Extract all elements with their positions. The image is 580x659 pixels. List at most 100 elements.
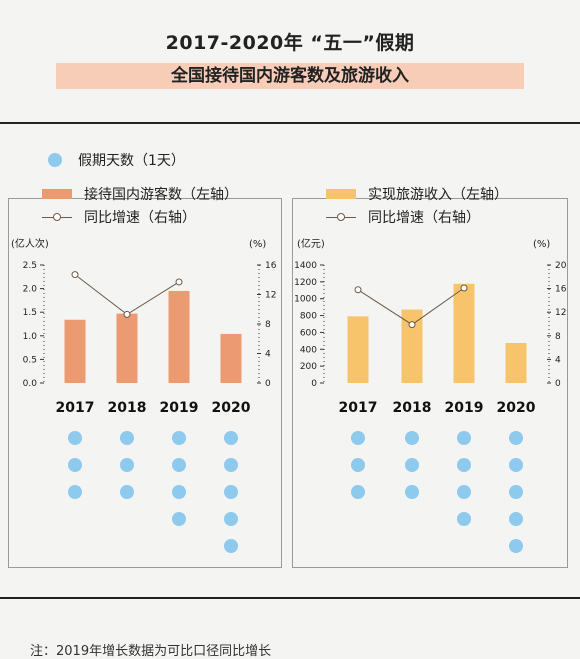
right-chart-left-tick-label: 1200 [294,278,317,288]
left-chart-right-tick-label: 16 [265,261,277,271]
right-chart-holiday-day-dot [405,458,419,472]
legend-right-line-swatch [326,212,356,222]
right-chart-right-tick-label: 12 [555,308,566,318]
right-chart-right-axis-label: (%) [533,239,550,250]
legend-left-bar: 接待国内游客数（左轴） [42,184,238,204]
right-chart-holiday-day-dot [509,539,523,553]
bottom-divider [0,597,580,599]
left-chart-growth-line [74,274,180,316]
left-chart-holiday-day-dot [172,485,186,499]
right-chart-left-axis-label: (亿元) [297,237,325,250]
right-chart-bar [401,309,423,383]
right-chart-left-tick-label: 1400 [294,261,317,271]
right-chart-left-tick-label: 0 [311,379,317,389]
right-chart-bar [505,342,527,383]
left-chart-right-axis-label: (%) [249,239,266,250]
left-chart-category-label: 2018 [108,400,147,416]
right-chart-bar [347,316,369,383]
left-chart-growth-point [175,278,183,286]
right-chart-holiday-day-dot [457,485,471,499]
right-chart-right-tick-label: 4 [555,355,561,365]
right-chart-bar [453,283,475,383]
left-chart-holiday-day-dot [120,485,134,499]
right-chart-growth-point [460,284,468,292]
left-chart-right-tick-label: 12 [265,291,276,301]
right-chart-holiday-day-dot [509,512,523,526]
left-chart-left-tick-label: 1.0 [23,332,38,342]
legend-left-line-label: 同比增速（右轴） [84,210,196,226]
legend-right-line-label: 同比增速（右轴） [368,210,480,226]
top-divider [0,122,580,124]
left-chart-right-tick-label: 8 [265,320,271,330]
left-chart-left-axis-label: (亿人次) [11,237,49,250]
left-chart-left-tick-label: 0.0 [23,379,38,389]
right-chart-holiday-day-dot [351,485,365,499]
right-chart-holiday-day-dot [457,431,471,445]
left-chart-category-label: 2019 [160,400,199,416]
legend-right-bar: 实现旅游收入（左轴） [326,184,508,204]
title-line1: 2017-2020年 “五一”假期 [165,32,415,54]
left-chart-holiday-day-dot [172,431,186,445]
right-chart-holiday-day-dot [405,431,419,445]
legend-dot-marker [48,153,62,167]
right-chart-category-label: 2020 [497,400,536,416]
right-chart-holiday-day-dot [351,458,365,472]
right-chart-growth-point [408,321,416,329]
right-chart-panel: (亿元) (%) 1400 1200 1000 800 600 400 200 0 20 16 12 8 4… [292,198,568,568]
left-chart-holiday-day-dot [224,431,238,445]
right-chart-left-tick-label: 1000 [294,295,317,305]
left-chart-category-label: 2020 [212,400,251,416]
left-chart-holiday-day-dot [120,431,134,445]
right-chart-holiday-day-dot [351,431,365,445]
right-chart-right-tick-label: 20 [555,261,567,271]
right-chart-holiday-day-dot [457,512,471,526]
left-chart-holiday-day-dot [68,485,82,499]
left-chart-svg: (亿人次) (%) 2.5 2.0 1.5 1.0 0.5 0.0 16 12 8 4 0 2017 201… [11,237,277,553]
left-chart-holiday-day-dot [68,458,82,472]
legend-right-line: 同比增速（右轴） [326,207,480,227]
legend-dot-label: 假期天数（1天） [78,153,185,169]
right-chart-right-tick-label: 0 [555,379,561,389]
left-chart-right-tick-label: 0 [265,379,271,389]
legend-left-line-swatch [42,212,72,222]
right-chart-holiday-day-dot [509,485,523,499]
left-chart-holiday-day-dot [224,485,238,499]
legend-left-bar-swatch [42,189,72,199]
right-chart-category-label: 2019 [445,400,484,416]
left-chart-holiday-day-dot [172,512,186,526]
right-chart-left-tick-label: 800 [300,312,317,322]
right-chart-left-tick-label: 200 [300,362,317,372]
legend-right-bar-label: 实现旅游收入（左轴） [368,187,508,203]
left-chart-bar [64,319,86,383]
left-chart-holiday-day-dot [68,431,82,445]
footnote: 注：2019年增长数据为可比口径同比增长 [30,644,272,659]
left-chart-bar [168,290,190,383]
left-chart-bar [116,313,138,383]
left-chart-holiday-day-dot [224,458,238,472]
right-chart-category-label: 2018 [393,400,432,416]
right-chart-left-tick-label: 600 [300,328,317,338]
right-chart-growth-point [354,286,362,294]
right-chart-holiday-day-dot [457,458,471,472]
legend-left-bar-label: 接待国内游客数（左轴） [84,187,238,203]
right-chart-left-tick-label: 400 [300,345,317,355]
left-chart-holiday-day-dot [120,458,134,472]
left-chart-left-tick-label: 2.5 [23,261,37,271]
right-chart-right-tick-label: 8 [555,332,561,342]
left-chart-left-tick-label: 1.5 [23,308,37,318]
right-chart-category-label: 2017 [339,400,378,416]
left-chart-growth-point [71,271,79,279]
left-chart-category-label: 2017 [56,400,95,416]
title-line2: 全国接待国内游客数及旅游收入 [56,63,524,89]
left-chart-left-tick-label: 2.0 [23,285,38,295]
left-chart-growth-point [123,310,131,318]
chart-title-block: 2017-2020年 “五一”假期 全国接待国内游客数及旅游收入 [0,28,580,89]
legend-right-bar-swatch [326,189,356,199]
left-chart-holiday-day-dot [172,458,186,472]
left-chart-panel: (亿人次) (%) 2.5 2.0 1.5 1.0 0.5 0.0 16 12 8 4 0 2017 201… [8,198,282,568]
left-chart-holiday-day-dot [224,539,238,553]
right-chart-right-tick-label: 16 [555,285,567,295]
legend-holiday-days: 假期天数（1天） [48,150,185,170]
left-chart-left-tick-label: 0.5 [23,355,37,365]
right-chart-holiday-day-dot [405,485,419,499]
